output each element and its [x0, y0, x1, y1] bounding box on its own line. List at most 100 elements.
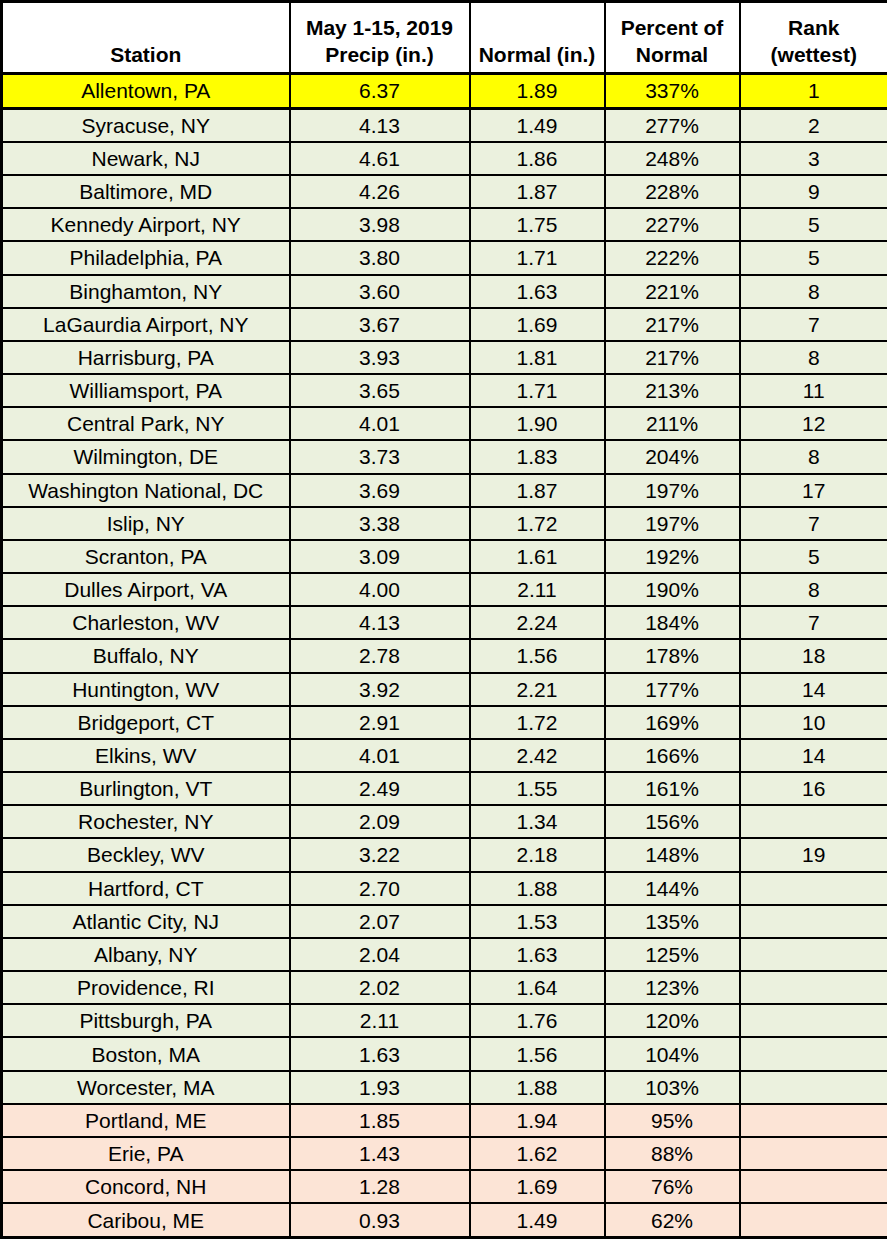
percent-cell: 144% [605, 872, 740, 905]
percent-cell: 178% [605, 639, 740, 672]
rank-cell: 7 [740, 606, 887, 639]
rank-cell: 16 [740, 772, 887, 805]
station-cell: Allentown, PA [2, 74, 290, 109]
normal-cell: 1.86 [470, 142, 605, 175]
rank-cell: 8 [740, 275, 887, 308]
precip-cell: 2.02 [290, 971, 470, 1004]
precip-cell: 3.09 [290, 540, 470, 573]
table-row: Central Park, NY4.011.90211%12 [2, 407, 887, 440]
percent-cell: 166% [605, 739, 740, 772]
normal-cell: 1.71 [470, 374, 605, 407]
table-row: Rochester, NY2.091.34156% [2, 805, 887, 838]
precip-cell: 3.60 [290, 275, 470, 308]
precip-cell: 3.73 [290, 440, 470, 473]
precip-cell: 4.61 [290, 142, 470, 175]
precip-cell: 2.04 [290, 938, 470, 971]
precip-cell: 4.01 [290, 407, 470, 440]
station-cell: Philadelphia, PA [2, 241, 290, 274]
station-cell: Baltimore, MD [2, 175, 290, 208]
rank-cell [740, 872, 887, 905]
station-cell: Rochester, NY [2, 805, 290, 838]
precip-cell: 0.93 [290, 1203, 470, 1237]
station-cell: Syracuse, NY [2, 108, 290, 142]
rank-cell [740, 805, 887, 838]
normal-cell: 1.83 [470, 440, 605, 473]
normal-cell: 1.62 [470, 1137, 605, 1170]
station-cell: Newark, NJ [2, 142, 290, 175]
table-row: Wilmington, DE3.731.83204%8 [2, 440, 887, 473]
station-cell: Hartford, CT [2, 872, 290, 905]
table-row: LaGaurdia Airport, NY3.671.69217%7 [2, 308, 887, 341]
precip-cell: 2.07 [290, 905, 470, 938]
rank-cell [740, 1170, 887, 1203]
table-row: Albany, NY2.041.63125% [2, 938, 887, 971]
normal-cell: 1.88 [470, 872, 605, 905]
header-row: Station May 1-15, 2019 Precip (in.) Norm… [2, 2, 887, 74]
table-row: Dulles Airport, VA4.002.11190%8 [2, 573, 887, 606]
station-cell: Boston, MA [2, 1037, 290, 1070]
normal-cell: 2.24 [470, 606, 605, 639]
rank-cell: 10 [740, 706, 887, 739]
precip-cell: 4.13 [290, 606, 470, 639]
table-row: Hartford, CT2.701.88144% [2, 872, 887, 905]
rank-cell [740, 1203, 887, 1237]
table-row: Baltimore, MD4.261.87228%9 [2, 175, 887, 208]
rank-cell [740, 1071, 887, 1104]
table-row: Newark, NJ4.611.86248%3 [2, 142, 887, 175]
station-cell: Portland, ME [2, 1104, 290, 1137]
normal-cell: 1.49 [470, 108, 605, 142]
percent-cell: 248% [605, 142, 740, 175]
normal-cell: 1.63 [470, 938, 605, 971]
normal-cell: 1.61 [470, 540, 605, 573]
rank-cell: 11 [740, 374, 887, 407]
precip-cell: 2.70 [290, 872, 470, 905]
normal-cell: 1.75 [470, 208, 605, 241]
station-cell: Kennedy Airport, NY [2, 208, 290, 241]
station-cell: Erie, PA [2, 1137, 290, 1170]
normal-cell: 1.89 [470, 74, 605, 109]
table-row: Washington National, DC3.691.87197%17 [2, 474, 887, 507]
rank-cell: 5 [740, 540, 887, 573]
station-cell: Wilmington, DE [2, 440, 290, 473]
rank-cell: 1 [740, 74, 887, 109]
station-cell: Central Park, NY [2, 407, 290, 440]
precip-cell: 1.63 [290, 1037, 470, 1070]
normal-cell: 2.18 [470, 838, 605, 871]
percent-cell: 120% [605, 1004, 740, 1037]
rank-cell: 3 [740, 142, 887, 175]
precip-cell: 3.67 [290, 308, 470, 341]
station-cell: Beckley, WV [2, 838, 290, 871]
table-row: Providence, RI2.021.64123% [2, 971, 887, 1004]
station-cell: Bridgeport, CT [2, 706, 290, 739]
table-header: Station May 1-15, 2019 Precip (in.) Norm… [2, 2, 887, 74]
table-row: Concord, NH1.281.6976% [2, 1170, 887, 1203]
rank-cell [740, 1037, 887, 1070]
station-cell: Dulles Airport, VA [2, 573, 290, 606]
station-cell: Williamsport, PA [2, 374, 290, 407]
rank-cell: 14 [740, 673, 887, 706]
percent-cell: 277% [605, 108, 740, 142]
rank-cell [740, 905, 887, 938]
precip-cell: 4.00 [290, 573, 470, 606]
percent-cell: 222% [605, 241, 740, 274]
table-row: Huntington, WV3.922.21177%14 [2, 673, 887, 706]
percent-cell: 104% [605, 1037, 740, 1070]
header-station: Station [2, 2, 290, 74]
rank-cell: 9 [740, 175, 887, 208]
precip-table: Station May 1-15, 2019 Precip (in.) Norm… [0, 0, 887, 1239]
percent-cell: 135% [605, 905, 740, 938]
table-row: Caribou, ME0.931.4962% [2, 1203, 887, 1237]
normal-cell: 1.71 [470, 241, 605, 274]
normal-cell: 1.72 [470, 507, 605, 540]
rank-cell: 17 [740, 474, 887, 507]
normal-cell: 1.94 [470, 1104, 605, 1137]
table-row: Boston, MA1.631.56104% [2, 1037, 887, 1070]
station-cell: Concord, NH [2, 1170, 290, 1203]
normal-cell: 1.69 [470, 308, 605, 341]
station-cell: Worcester, MA [2, 1071, 290, 1104]
percent-cell: 190% [605, 573, 740, 606]
normal-cell: 1.87 [470, 175, 605, 208]
normal-cell: 1.49 [470, 1203, 605, 1237]
table-row: Portland, ME1.851.9495% [2, 1104, 887, 1137]
normal-cell: 1.87 [470, 474, 605, 507]
